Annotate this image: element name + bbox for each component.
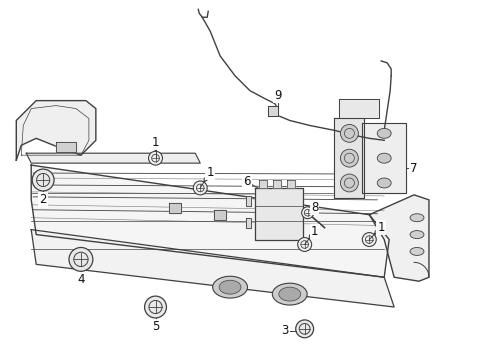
Text: 6: 6 — [243, 175, 251, 189]
Ellipse shape — [410, 247, 424, 255]
Circle shape — [69, 247, 93, 271]
Text: 1: 1 — [206, 166, 214, 179]
Polygon shape — [362, 123, 406, 193]
Polygon shape — [255, 188, 303, 239]
Text: 1: 1 — [311, 225, 319, 238]
Text: 7: 7 — [410, 162, 418, 175]
Ellipse shape — [377, 129, 391, 138]
Text: 5: 5 — [152, 320, 159, 333]
Ellipse shape — [272, 283, 307, 305]
Text: 1: 1 — [377, 221, 385, 234]
Text: 2: 2 — [39, 193, 47, 206]
Polygon shape — [287, 180, 294, 188]
Ellipse shape — [410, 214, 424, 222]
Text: 1: 1 — [152, 136, 159, 149]
Circle shape — [341, 174, 358, 192]
Ellipse shape — [377, 153, 391, 163]
Ellipse shape — [410, 231, 424, 239]
Circle shape — [341, 149, 358, 167]
Polygon shape — [246, 196, 251, 206]
Polygon shape — [31, 165, 389, 277]
Text: 3: 3 — [281, 324, 289, 337]
Circle shape — [32, 169, 54, 191]
Text: 8: 8 — [311, 201, 318, 214]
Polygon shape — [26, 153, 200, 163]
Polygon shape — [259, 180, 267, 188]
Polygon shape — [340, 99, 379, 118]
Polygon shape — [369, 195, 429, 281]
Polygon shape — [16, 100, 96, 160]
Ellipse shape — [213, 276, 247, 298]
Circle shape — [148, 151, 163, 165]
Polygon shape — [273, 180, 281, 188]
Circle shape — [193, 181, 207, 195]
Text: 9: 9 — [274, 89, 282, 102]
Circle shape — [341, 125, 358, 142]
Ellipse shape — [219, 280, 241, 294]
Circle shape — [295, 320, 314, 338]
Circle shape — [302, 207, 314, 219]
Circle shape — [362, 233, 376, 247]
Polygon shape — [56, 142, 76, 152]
Ellipse shape — [377, 178, 391, 188]
Circle shape — [298, 238, 312, 251]
Circle shape — [145, 296, 167, 318]
Polygon shape — [246, 218, 251, 228]
Polygon shape — [268, 105, 278, 116]
Polygon shape — [31, 230, 394, 307]
Ellipse shape — [279, 287, 301, 301]
Polygon shape — [214, 210, 226, 220]
Polygon shape — [170, 203, 181, 213]
Text: 4: 4 — [77, 273, 85, 286]
Polygon shape — [335, 118, 365, 198]
